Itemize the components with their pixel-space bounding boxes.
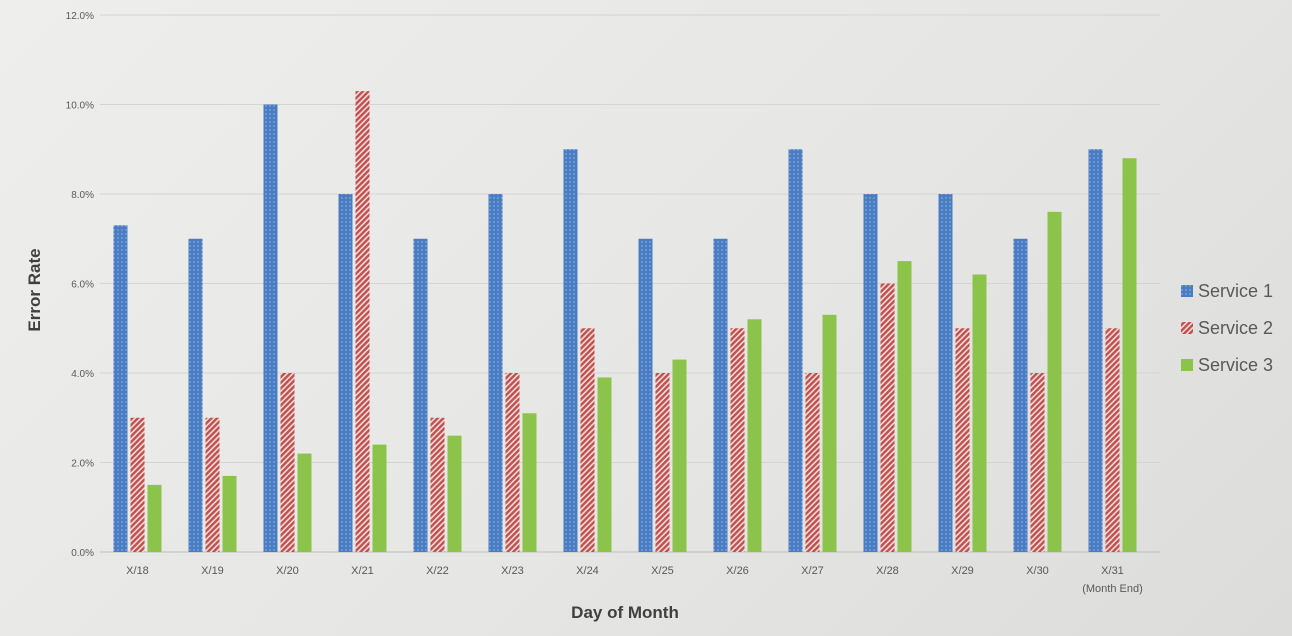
bar-service-2: [955, 328, 970, 552]
legend-swatch-service-3: [1181, 359, 1193, 371]
bar-service-2: [505, 373, 520, 552]
bar-service-2: [355, 91, 370, 552]
bar-service-3: [897, 261, 912, 552]
x-tick-label: X/20: [276, 565, 299, 577]
legend-label-service-1: Service 1: [1198, 281, 1273, 301]
legend-swatch-service-1: [1181, 285, 1193, 297]
bar-service-2: [205, 417, 220, 552]
bar-service-2: [730, 328, 745, 552]
x-tick-label: X/21: [351, 565, 374, 577]
y-tick-label: 8.0%: [71, 190, 94, 201]
y-tick-label: 6.0%: [71, 280, 94, 291]
x-tick-label: X/28: [876, 565, 899, 577]
x-axis-title: Day of Month: [571, 603, 679, 622]
bar-service-1: [188, 238, 203, 552]
x-axis-tick-labels: X/18 X/19 X/20 X/21 X/22 X/23 X/24 X/25 X/26 X/27…: [126, 565, 1143, 595]
legend-label-service-2: Service 2: [1198, 318, 1273, 338]
bar-service-3: [672, 359, 687, 552]
bar-service-3: [1122, 158, 1137, 552]
x-tick-label: X/18: [126, 565, 149, 577]
bar-service-1: [863, 194, 878, 552]
bar-service-2: [655, 373, 670, 552]
bar-service-2: [280, 373, 295, 552]
legend-label-service-3: Service 3: [1198, 355, 1273, 375]
legend: Service 1 Service 2 Service 3: [1181, 281, 1273, 375]
bar-service-3: [1047, 211, 1062, 552]
bar-service-1: [413, 238, 428, 552]
x-tick-label: X/22: [426, 565, 449, 577]
bar-service-2: [805, 373, 820, 552]
bar-service-1: [1013, 238, 1028, 552]
bar-service-3: [147, 484, 162, 552]
bar-service-3: [297, 453, 312, 552]
bar-service-1: [338, 194, 353, 552]
y-axis-title: Error Rate: [25, 248, 44, 331]
y-tick-label: 4.0%: [71, 369, 94, 380]
bar-service-3: [972, 274, 987, 552]
bar-service-1: [788, 149, 803, 552]
y-tick-label: 2.0%: [71, 459, 94, 470]
x-tick-label: X/30: [1026, 565, 1049, 577]
x-tick-label: X/27: [801, 565, 824, 577]
bar-service-2: [1030, 373, 1045, 552]
bar-service-2: [880, 283, 895, 552]
bar-service-2: [1105, 328, 1120, 552]
x-tick-label: X/19: [201, 565, 224, 577]
y-axis-tick-labels: 0.0% 2.0% 4.0% 6.0% 8.0% 10.0% 12.0%: [66, 11, 94, 559]
bar-service-1: [113, 225, 128, 552]
x-tick-label: X/26: [726, 565, 749, 577]
x-tick-label: X/24: [576, 565, 599, 577]
x-tick-label: X/29: [951, 565, 974, 577]
bar-service-1: [563, 149, 578, 552]
gridlines: [100, 14, 1160, 553]
x-tick-label: X/25: [651, 565, 674, 577]
bar-service-1: [638, 238, 653, 552]
y-tick-label: 12.0%: [66, 11, 94, 22]
bar-service-1: [713, 238, 728, 552]
bar-service-3: [222, 475, 237, 552]
bar-service-3: [447, 435, 462, 552]
x-tick-label: X/23: [501, 565, 524, 577]
bar-service-3: [747, 319, 762, 552]
bar-service-1: [938, 194, 953, 552]
bar-service-2: [430, 417, 445, 552]
x-tick-label: X/31: [1101, 565, 1124, 577]
bar-service-3: [522, 413, 537, 552]
bar-service-3: [372, 444, 387, 552]
bar-service-2: [130, 417, 145, 552]
bar-service-3: [597, 377, 612, 552]
bar-service-1: [1088, 149, 1103, 552]
bar-service-1: [488, 194, 503, 552]
bar-service-1: [263, 104, 278, 552]
bar-service-2: [580, 328, 595, 552]
bars: [113, 91, 1137, 552]
y-tick-label: 10.0%: [66, 101, 94, 112]
y-tick-label: 0.0%: [71, 548, 94, 559]
legend-swatch-service-2: [1181, 322, 1193, 334]
bar-service-3: [822, 314, 837, 552]
x-tick-sublabel: (Month End): [1082, 583, 1143, 595]
